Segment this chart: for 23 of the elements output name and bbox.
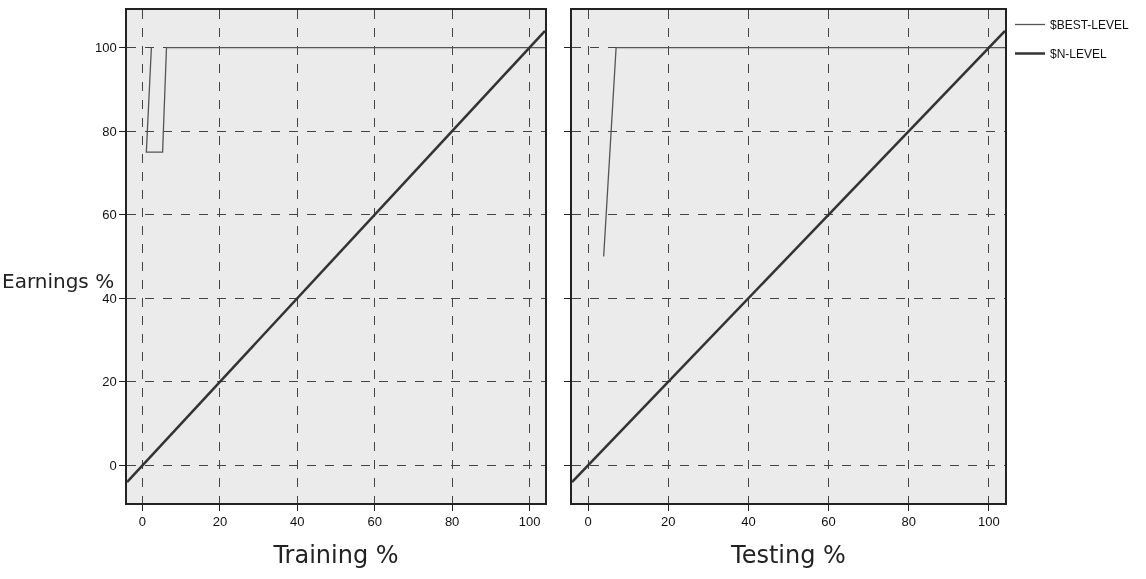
y-axis-title: Earnings % — [2, 269, 115, 293]
x-tick-label: 80 — [444, 514, 460, 530]
x-tick-label: 40 — [290, 514, 305, 530]
y-tick-label: 40 — [102, 290, 117, 306]
x-tick-label: 100 — [518, 514, 541, 530]
y-tick-label: 20 — [102, 374, 117, 390]
x-axis-title: Testing % — [730, 541, 846, 570]
x-tick-label: 60 — [367, 514, 382, 530]
y-tick-label: 80 — [102, 123, 117, 139]
y-tick-label: 60 — [102, 207, 117, 223]
x-tick-label: 20 — [212, 514, 228, 530]
legend-label: $N-LEVEL — [1050, 47, 1108, 62]
y-tick-label: 0 — [109, 457, 117, 473]
x-tick-label: 40 — [741, 514, 756, 530]
y-tick-label: 100 — [94, 40, 117, 56]
x-tick-label: 100 — [978, 514, 1000, 530]
x-axis-title: Training % — [272, 541, 399, 570]
x-tick-label: 0 — [138, 514, 147, 530]
x-tick-label: 60 — [821, 514, 836, 530]
legend-label: $BEST-LEVEL — [1050, 18, 1130, 33]
x-tick-label: 0 — [584, 514, 592, 530]
x-tick-label: 80 — [901, 514, 917, 530]
x-tick-label: 20 — [660, 514, 676, 530]
